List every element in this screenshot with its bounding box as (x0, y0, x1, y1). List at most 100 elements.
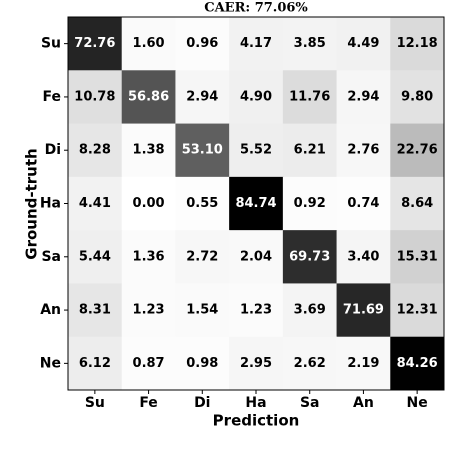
x-tick-label: Su (85, 395, 105, 411)
cell-label: 2.94 (186, 89, 218, 104)
cell (68, 336, 123, 391)
cell-label: 0.87 (133, 356, 165, 371)
cell (229, 176, 284, 231)
cell-label: 6.21 (294, 143, 326, 158)
cell (390, 176, 445, 231)
cell (121, 123, 176, 178)
cell (390, 230, 445, 284)
cell (282, 230, 338, 284)
y-tick-label: Ha (40, 196, 61, 212)
y-tick-label: Sa (41, 249, 61, 265)
cell (68, 230, 123, 284)
cell (390, 123, 445, 178)
cell (336, 176, 391, 231)
cell-label: 1.23 (240, 303, 272, 318)
cell-label: 2.19 (347, 356, 379, 371)
cell (282, 336, 338, 391)
cell (68, 70, 123, 125)
cell (175, 17, 230, 71)
chart-title: CAER: 77.06% (204, 1, 308, 16)
cell (390, 70, 445, 125)
cell-label: 8.64 (401, 196, 433, 211)
cell-label: 10.78 (74, 89, 115, 104)
cell-label: 4.17 (240, 36, 272, 51)
cell-label: 1.60 (133, 36, 165, 51)
cell (175, 230, 230, 284)
cell-label: 8.31 (79, 303, 111, 318)
cell-label: 53.10 (182, 143, 223, 158)
y-tick-label: An (40, 302, 61, 318)
x-tick-label: Ne (407, 395, 428, 411)
cell (336, 123, 391, 178)
cell (336, 17, 391, 71)
y-axis-label: Ground-truth (23, 148, 41, 259)
cell-label: 22.76 (397, 143, 438, 158)
cell (282, 17, 338, 71)
cell-label: 2.76 (347, 143, 379, 158)
x-tick-label: Di (194, 395, 210, 411)
cell-label: 2.62 (294, 356, 326, 371)
cell (336, 230, 391, 284)
cell-label: 0.98 (186, 356, 218, 371)
cell (175, 283, 230, 338)
cell (121, 176, 176, 231)
cell (229, 123, 284, 178)
cell-label: 1.54 (186, 303, 218, 318)
cell-label: 84.26 (397, 356, 438, 371)
cell (336, 283, 391, 338)
x-tick-label: Sa (300, 395, 320, 411)
cell-label: 12.18 (397, 36, 438, 51)
cell-label: 9.80 (401, 89, 433, 104)
cell (336, 336, 391, 391)
cell (390, 283, 445, 338)
cell-label: 4.90 (240, 89, 272, 104)
cell (121, 70, 176, 125)
cell-label: 5.44 (79, 249, 111, 264)
x-tick-label: An (353, 395, 374, 411)
cell (121, 230, 176, 284)
cell-label: 1.36 (133, 249, 165, 264)
y-tick-label: Di (45, 142, 61, 158)
cell-label: 2.72 (186, 249, 218, 264)
cell-label: 11.76 (289, 89, 330, 104)
cell (229, 336, 284, 391)
y-tick-label: Su (41, 36, 61, 52)
cell-label: 5.52 (240, 143, 272, 158)
cell (121, 17, 176, 71)
cell-label: 0.74 (347, 196, 379, 211)
cell (121, 283, 176, 338)
cell (175, 176, 230, 231)
cell-label: 2.95 (240, 356, 272, 371)
cell-label: 12.31 (397, 303, 438, 318)
cell (175, 70, 230, 125)
cell-label: 72.76 (74, 36, 115, 51)
cell-label: 3.69 (294, 303, 326, 318)
cell-label: 0.55 (186, 196, 218, 211)
cell (68, 17, 123, 71)
cell (68, 176, 123, 231)
cell-label: 15.31 (397, 249, 438, 264)
y-tick-label: Fe (43, 89, 62, 105)
cell-label: 8.28 (79, 143, 111, 158)
cell (175, 336, 230, 391)
cell-label: 0.92 (294, 196, 326, 211)
cell-label: 4.41 (79, 196, 111, 211)
cell (282, 70, 338, 125)
cell (282, 123, 338, 178)
cell-label: 84.74 (235, 196, 276, 211)
x-tick-label: Fe (139, 395, 158, 411)
cell (121, 336, 176, 391)
cell-label: 0.96 (186, 36, 218, 51)
y-tick-label: Ne (40, 355, 61, 371)
cell-label: 4.49 (347, 36, 379, 51)
cell (68, 283, 123, 338)
cell (229, 17, 284, 71)
cell-label: 0.00 (133, 196, 165, 211)
cell (282, 176, 338, 231)
cell (68, 123, 123, 178)
x-tick-label: Ha (245, 395, 266, 411)
cell-label: 71.69 (343, 303, 384, 318)
cell-label: 3.40 (347, 249, 379, 264)
